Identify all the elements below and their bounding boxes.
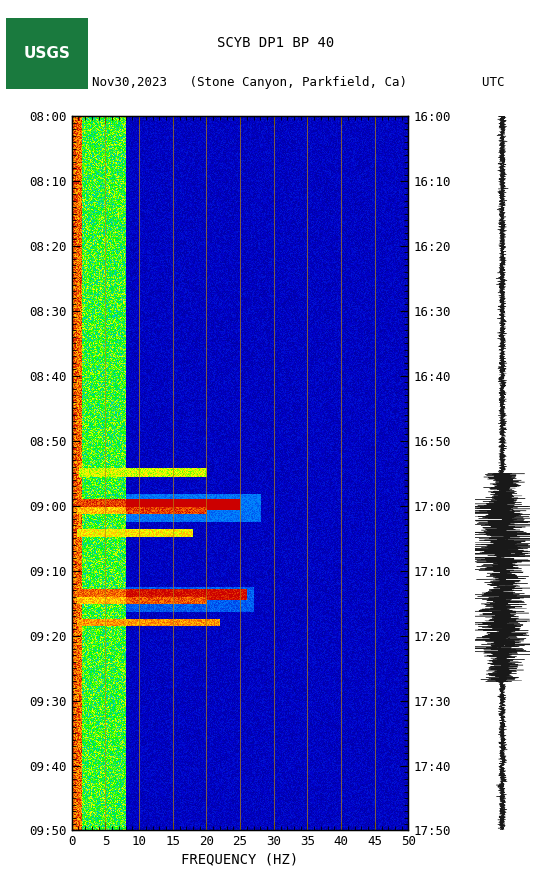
Text: SCYB DP1 BP 40: SCYB DP1 BP 40 — [217, 36, 335, 50]
Text: PST   Nov30,2023   (Stone Canyon, Parkfield, Ca)          UTC: PST Nov30,2023 (Stone Canyon, Parkfield,… — [47, 76, 505, 89]
Text: USGS: USGS — [24, 46, 70, 61]
X-axis label: FREQUENCY (HZ): FREQUENCY (HZ) — [182, 853, 299, 866]
